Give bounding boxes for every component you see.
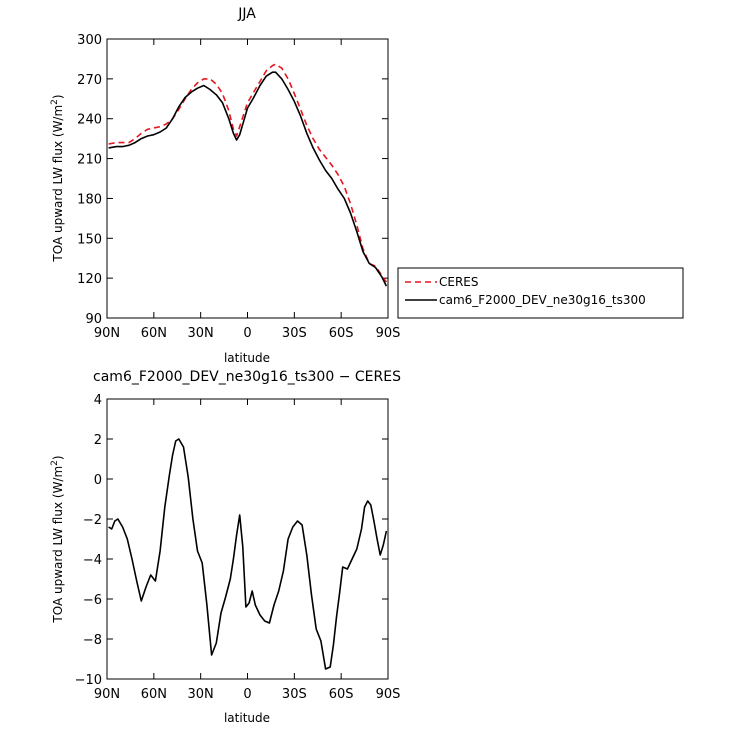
y-tick-label-mean: 150 (77, 232, 102, 247)
y-tick-label-difference: −10 (75, 673, 102, 688)
x-tick-label-difference: 0 (243, 687, 251, 702)
series-line-difference (108, 438, 388, 670)
y-axis-title-difference-main: TOA upward LW flux (W/m (51, 466, 65, 624)
x-tick-label-difference: 60N (141, 687, 167, 702)
y-tick-label-difference: 2 (94, 433, 102, 448)
y-axis-title-difference-tail: ) (51, 455, 65, 460)
legend-label-ceres: CERES (439, 275, 479, 289)
y-tick-label-difference: −8 (83, 633, 102, 648)
x-tick-label-difference: 30N (188, 687, 214, 702)
y-axis-title-mean-sup: 2 (50, 99, 60, 105)
plot-frame-mean (106, 38, 389, 319)
y-tick-label-mean: 270 (77, 73, 102, 88)
x-ticks-difference: 90N 60N 30N 0 30S 60S 90S (94, 399, 401, 702)
y-tick-label-difference: 0 (94, 473, 102, 488)
difference-panel: cam6_F2000_DEV_ne30g16_ts300 − CERES 90N… (50, 369, 401, 725)
y-axis-title-difference: TOA upward LW flux (W/m2) (50, 455, 65, 623)
y-axis-title-mean-tail: ) (51, 94, 65, 99)
y-axis-title-difference-sup: 2 (50, 460, 60, 466)
y-axis-title-mean-main: TOA upward LW flux (W/m (51, 105, 65, 263)
x-axis-title-mean: latitude (224, 351, 270, 365)
y-tick-label-difference: −4 (83, 553, 102, 568)
y-tick-label-mean: 90 (85, 312, 102, 327)
x-tick-label-mean: 90N (94, 326, 120, 341)
x-tick-label-mean: 90S (376, 326, 401, 341)
y-ticks-mean: 90 120 150 180 210 240 270 300 (77, 33, 388, 327)
y-tick-label-mean: 210 (77, 153, 102, 168)
series-lines-difference (108, 438, 388, 670)
x-tick-label-mean: 30S (282, 326, 307, 341)
series-line-cam6_f2000_dev_ne30g16_ts300 (108, 71, 388, 287)
x-tick-label-difference: 90S (376, 687, 401, 702)
legend: CERES cam6_F2000_DEV_ne30g16_ts300 (397, 267, 684, 319)
x-tick-label-mean: 0 (243, 326, 251, 341)
series-lines-mean (108, 63, 388, 287)
y-tick-label-difference: 4 (94, 393, 102, 408)
x-axis-title-difference: latitude (224, 711, 270, 725)
y-tick-label-mean: 180 (77, 192, 102, 207)
y-ticks-difference: −10 −8 −6 −4 −2 0 2 4 (75, 393, 388, 688)
y-tick-label-mean: 240 (77, 113, 102, 128)
x-tick-label-mean: 30N (188, 326, 214, 341)
x-tick-label-difference: 30S (282, 687, 307, 702)
x-tick-label-mean: 60N (141, 326, 167, 341)
x-tick-label-mean: 60S (329, 326, 354, 341)
y-tick-label-mean: 300 (77, 33, 102, 48)
series-line-ceres (108, 63, 388, 283)
plot-frame-difference (106, 398, 389, 680)
mean-flux-panel: JJA 90N 60N 30N 0 30S 60S 90S 90 120 150 180 210 24… (50, 6, 684, 365)
y-tick-label-difference: −2 (83, 513, 102, 528)
x-tick-label-difference: 90N (94, 687, 120, 702)
panel-title-difference: cam6_F2000_DEV_ne30g16_ts300 − CERES (93, 369, 401, 385)
legend-box (397, 267, 684, 319)
x-tick-label-difference: 60S (329, 687, 354, 702)
y-tick-label-mean: 120 (77, 272, 102, 287)
x-ticks-mean: 90N 60N 30N 0 30S 60S 90S (94, 39, 401, 341)
y-axis-title-mean: TOA upward LW flux (W/m2) (50, 94, 65, 262)
y-tick-label-difference: −6 (83, 593, 102, 608)
panel-title-mean: JJA (237, 6, 256, 22)
legend-label-model: cam6_F2000_DEV_ne30g16_ts300 (439, 293, 646, 307)
